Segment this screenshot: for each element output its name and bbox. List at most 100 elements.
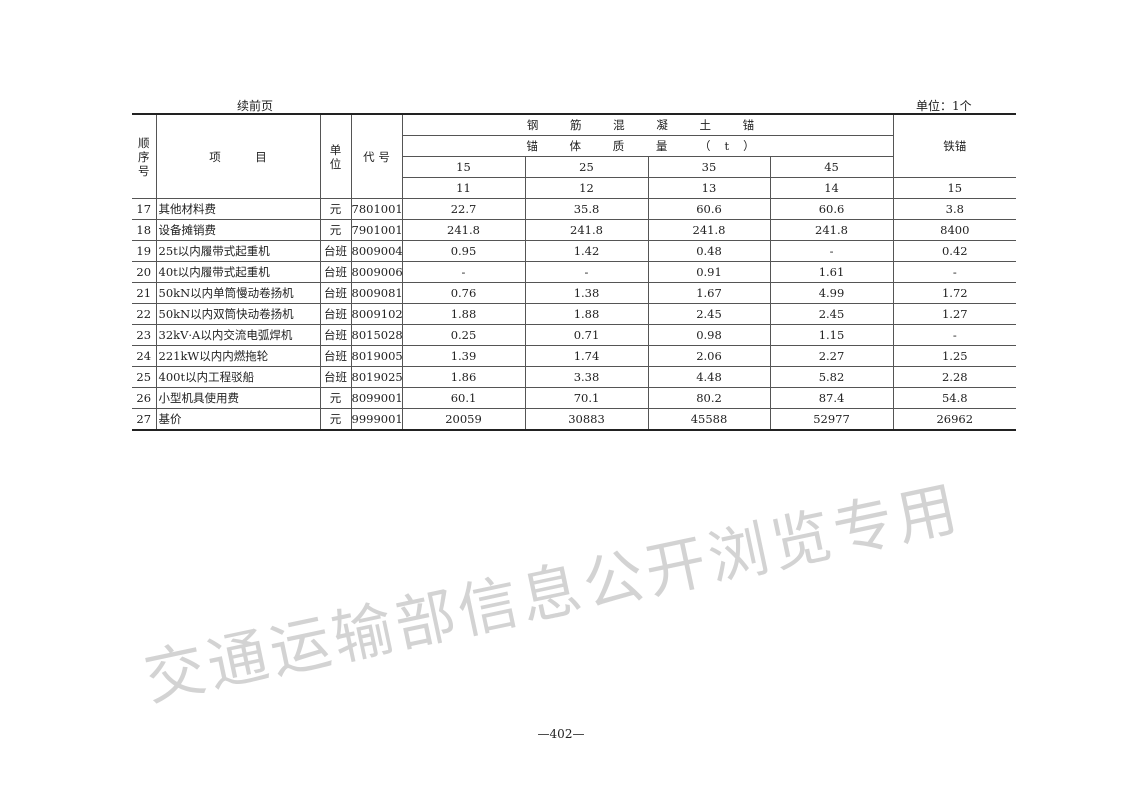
row-value: 1.67	[647, 282, 771, 304]
row-code: 9999001	[350, 408, 403, 431]
header-col-number: 13	[647, 177, 771, 199]
row-unit: 元	[319, 408, 352, 431]
row-code: 8009004	[350, 240, 403, 262]
row-value: 60.6	[647, 198, 771, 220]
row-item: 40t以内履带式起重机	[155, 261, 321, 283]
row-value: 52977	[769, 408, 894, 431]
header-mass: 25	[524, 156, 649, 178]
row-item: 25t以内履带式起重机	[155, 240, 321, 262]
row-code: 7801001	[350, 198, 403, 220]
row-value: 241.8	[524, 219, 649, 241]
row-item: 小型机具使用费	[155, 387, 321, 409]
row-unit: 台班	[319, 261, 352, 283]
row-item: 400t以内工程驳船	[155, 366, 321, 388]
row-value: 0.95	[401, 240, 526, 262]
row-unit: 台班	[319, 240, 352, 262]
row-value: 2.45	[647, 303, 771, 325]
row-value: 2.06	[647, 345, 771, 367]
row-value: 30883	[524, 408, 649, 431]
row-value: 3.38	[524, 366, 649, 388]
row-code: 8009006	[350, 261, 403, 283]
row-code: 8009081	[350, 282, 403, 304]
header-seq: 顺序号	[132, 113, 157, 199]
table-row: 23 32kV·A以内交流电弧焊机 台班 8015028 0.25 0.71 0.98 1.1…	[132, 324, 1017, 346]
header-mass: 35	[647, 156, 771, 178]
row-value: -	[524, 261, 649, 283]
row-number: 18	[132, 219, 157, 241]
row-value: 70.1	[524, 387, 649, 409]
row-value: 1.72	[892, 282, 1017, 304]
row-code: 8015028	[350, 324, 403, 346]
row-value: 241.8	[401, 219, 526, 241]
row-value: 54.8	[892, 387, 1017, 409]
row-code: 8099001	[350, 387, 403, 409]
unit-caption: 单位：1个	[916, 99, 972, 113]
table-row: 20 40t以内履带式起重机 台班 8009006- -0.91 1.61-	[132, 261, 1017, 283]
row-item: 221kW以内内燃拖轮	[155, 345, 321, 367]
row-number: 27	[132, 408, 157, 431]
row-value: 1.86	[401, 366, 526, 388]
row-item: 其他材料费	[155, 198, 321, 220]
row-value: 2.28	[892, 366, 1017, 388]
row-value: 60.1	[401, 387, 526, 409]
table-row: 26 小型机具使用费元 8099001 60.1 70.1 80.2 87.4 54.8	[132, 387, 1017, 409]
table-row: 19 25t以内履带式起重机 台班 8009004 0.95 1.42 0.48-0.42	[132, 240, 1017, 262]
row-value: 1.38	[524, 282, 649, 304]
page-number: —402—	[537, 727, 585, 741]
row-value: 20059	[401, 408, 526, 431]
row-number: 24	[132, 345, 157, 367]
row-value: 0.91	[647, 261, 771, 283]
header-subgroup: 锚 体 质 量 （t）	[402, 135, 894, 157]
table-row: 27 基价元 9999001 20059 30883 45588 52977 26962	[132, 408, 1017, 431]
table-row: 17 其他材料费元 7801001 22.7 35.8 60.6 60.6 3.8	[132, 198, 1017, 220]
row-value: 87.4	[769, 387, 894, 409]
row-value: 3.8	[892, 198, 1017, 220]
row-unit: 台班	[319, 366, 352, 388]
row-number: 23	[132, 324, 157, 346]
row-value: 241.8	[647, 219, 771, 241]
row-number: 22	[132, 303, 157, 325]
row-value: 0.25	[401, 324, 526, 346]
row-value: 1.15	[769, 324, 894, 346]
header-group: 钢 筋 混 凝 土 锚	[401, 113, 894, 136]
row-code: 8009102	[350, 303, 403, 325]
quota-table: 顺序号 项 目 单位 代 号 钢 筋 混 凝 土 锚 铁锚 锚 体 质 量 （t…	[132, 113, 1017, 431]
row-value: 80.2	[647, 387, 771, 409]
row-value: 4.99	[769, 282, 894, 304]
row-unit: 台班	[319, 303, 352, 325]
row-value: 1.39	[401, 345, 526, 367]
row-value: 1.27	[892, 303, 1017, 325]
row-unit: 台班	[319, 282, 352, 304]
row-unit: 台班	[319, 324, 352, 346]
header-item: 项 目	[155, 113, 321, 199]
row-number: 17	[132, 198, 157, 220]
row-value: -	[401, 261, 526, 283]
row-code: 8019025	[350, 366, 403, 388]
row-code: 8019005	[350, 345, 403, 367]
row-value: 0.48	[647, 240, 771, 262]
row-unit: 元	[319, 387, 352, 409]
row-unit: 元	[319, 219, 352, 241]
row-item: 50kN以内单筒慢动卷扬机	[155, 282, 321, 304]
header-iron-anchor: 铁锚	[892, 113, 1017, 178]
continued-caption: 续前页	[237, 99, 274, 113]
row-value: 4.48	[647, 366, 771, 388]
row-number: 21	[132, 282, 157, 304]
table-row: 24 221kW以内内燃拖轮 台班 8019005 1.39 1.74 2.06 2.27 1.…	[132, 345, 1017, 367]
row-number: 19	[132, 240, 157, 262]
row-unit: 台班	[319, 345, 352, 367]
row-value: -	[769, 240, 894, 262]
header-col-number: 14	[769, 177, 894, 199]
row-value: 26962	[892, 408, 1017, 431]
row-value: 22.7	[401, 198, 526, 220]
row-value: 60.6	[769, 198, 894, 220]
row-value: 8400	[892, 219, 1017, 241]
row-value: 1.61	[769, 261, 894, 283]
row-value: 2.45	[769, 303, 894, 325]
row-item: 设备摊销费	[155, 219, 321, 241]
table-row: 21 50kN以内单筒慢动卷扬机 台班 8009081 0.76 1.38 1.67 4.99…	[132, 282, 1017, 304]
header-mass: 45	[769, 156, 894, 178]
row-number: 20	[132, 261, 157, 283]
header-mass: 15	[402, 156, 526, 178]
row-value: 0.42	[892, 240, 1017, 262]
